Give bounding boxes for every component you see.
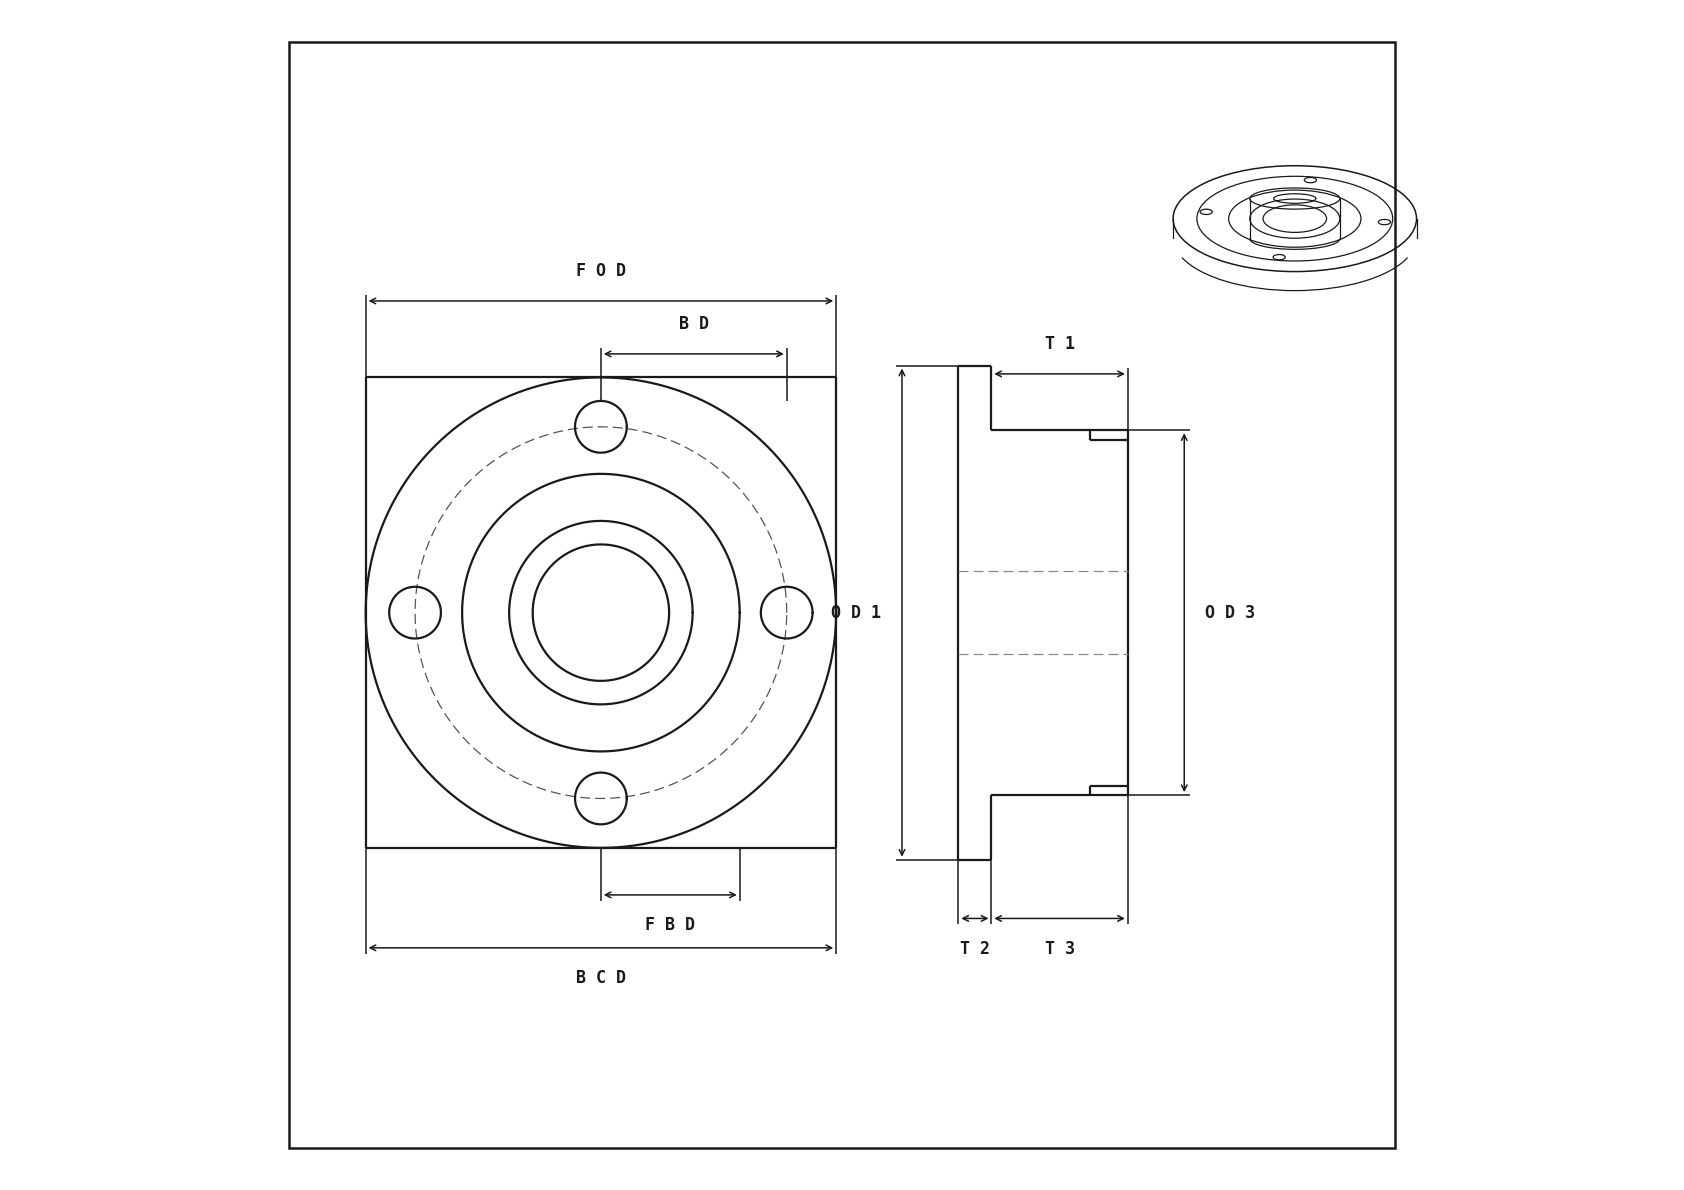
Text: B D: B D — [679, 314, 709, 333]
Text: F B D: F B D — [645, 916, 695, 934]
Text: F O D: F O D — [576, 262, 626, 280]
Text: O D 3: O D 3 — [1206, 603, 1255, 621]
Text: T 1: T 1 — [1044, 334, 1074, 352]
Text: T 3: T 3 — [1044, 940, 1074, 958]
Text: O D 1: O D 1 — [830, 603, 881, 621]
Text: T 2: T 2 — [960, 940, 990, 958]
Text: B C D: B C D — [576, 969, 626, 987]
